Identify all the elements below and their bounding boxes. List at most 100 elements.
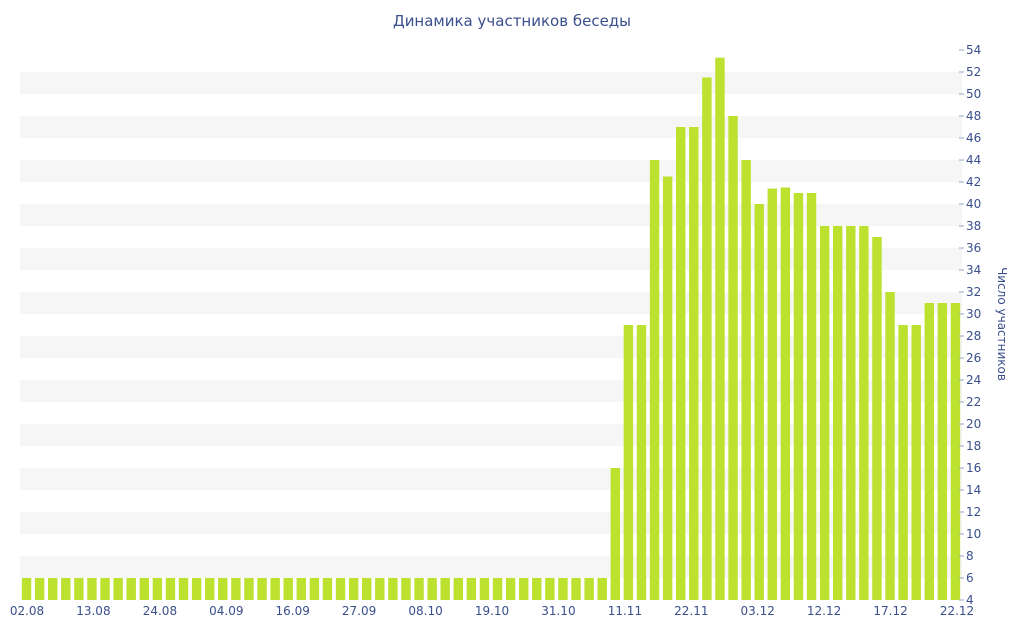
bar <box>309 578 320 600</box>
y-tick-label: 18 <box>966 439 981 453</box>
bar <box>165 578 176 600</box>
y-tick-label: 44 <box>966 153 981 167</box>
bar <box>34 578 45 600</box>
bar <box>178 578 189 600</box>
bar <box>100 578 110 600</box>
bar <box>767 188 777 600</box>
bar <box>191 578 202 600</box>
y-tick-label: 4 <box>966 593 974 607</box>
y-tick-label: 20 <box>966 417 981 431</box>
bar <box>676 127 686 600</box>
bar <box>754 204 764 600</box>
bar <box>715 57 725 600</box>
x-tick-label: 11.11 <box>608 604 642 618</box>
y-tick-label: 28 <box>966 329 981 343</box>
x-tick-label: 24.08 <box>143 604 177 618</box>
bar <box>846 226 856 600</box>
bar <box>872 237 882 600</box>
bar <box>558 578 568 600</box>
bar <box>689 127 699 600</box>
bar <box>571 578 581 600</box>
y-tick-label: 14 <box>966 483 981 497</box>
grid-band <box>20 204 962 226</box>
bar <box>375 578 385 600</box>
bar <box>322 578 333 600</box>
y-tick-label: 38 <box>966 219 981 233</box>
y-tick-label: 12 <box>966 505 981 519</box>
bar <box>414 578 424 600</box>
grid-band <box>20 116 962 138</box>
bar <box>113 578 123 600</box>
bar <box>126 578 136 600</box>
x-tick-label: 08.10 <box>408 604 442 618</box>
bar <box>780 187 791 600</box>
y-tick-label: 42 <box>966 175 981 189</box>
bar <box>584 578 594 600</box>
x-tick-label: 31.10 <box>541 604 575 618</box>
bar <box>427 578 437 600</box>
bar <box>937 303 948 600</box>
x-tick-label: 02.08 <box>10 604 44 618</box>
x-tick-label: 12.12 <box>807 604 841 618</box>
bar <box>636 325 647 600</box>
bar <box>793 193 804 600</box>
y-tick-label: 10 <box>966 527 981 541</box>
grid-band <box>20 248 962 270</box>
bar <box>505 578 516 600</box>
bar <box>702 77 712 600</box>
y-tick-label: 32 <box>966 285 981 299</box>
chart-title: Динамика участников беседы <box>392 12 632 30</box>
bar <box>218 578 228 600</box>
grid-band <box>20 160 962 182</box>
bar <box>87 578 97 600</box>
bar <box>48 578 58 600</box>
bar <box>296 578 306 600</box>
y-tick-label: 52 <box>966 65 981 79</box>
bar <box>270 578 280 600</box>
bar <box>283 578 293 600</box>
y-tick-label: 16 <box>966 461 981 475</box>
bar <box>61 578 71 600</box>
bar <box>833 226 843 600</box>
x-tick-label: 13.08 <box>76 604 110 618</box>
bar <box>859 226 869 600</box>
y-tick-label: 24 <box>966 373 981 387</box>
y-tick-label: 40 <box>966 197 981 211</box>
bar <box>335 578 346 600</box>
y-tick-label: 48 <box>966 109 981 123</box>
bar <box>911 325 921 600</box>
bar <box>819 226 830 600</box>
y-tick-label: 46 <box>966 131 981 145</box>
y-tick-label: 26 <box>966 351 981 365</box>
y-axis-label: Число участников <box>995 267 1009 381</box>
bar <box>388 578 398 600</box>
bar <box>244 578 254 600</box>
bar <box>466 578 477 600</box>
bar <box>728 116 738 600</box>
grid-band <box>20 512 962 534</box>
bar <box>898 325 908 600</box>
x-tick-label: 27.09 <box>342 604 376 618</box>
bar <box>545 578 555 600</box>
y-tick-label: 54 <box>966 43 981 57</box>
grid-band <box>20 468 962 490</box>
bar <box>741 160 751 600</box>
bar <box>440 578 450 600</box>
y-tick-label: 36 <box>966 241 981 255</box>
x-tick-label: 19.10 <box>475 604 509 618</box>
bar <box>231 578 241 600</box>
bar <box>401 578 411 600</box>
x-tick-label: 03.12 <box>741 604 775 618</box>
grid-band <box>20 292 962 314</box>
bar <box>348 578 359 600</box>
bar <box>21 578 32 600</box>
bar <box>205 578 215 600</box>
bar <box>152 578 163 600</box>
grid-band <box>20 72 962 94</box>
bar <box>362 578 372 600</box>
y-tick-label: 50 <box>966 87 981 101</box>
grid-band <box>20 380 962 402</box>
y-tick-label: 22 <box>966 395 981 409</box>
